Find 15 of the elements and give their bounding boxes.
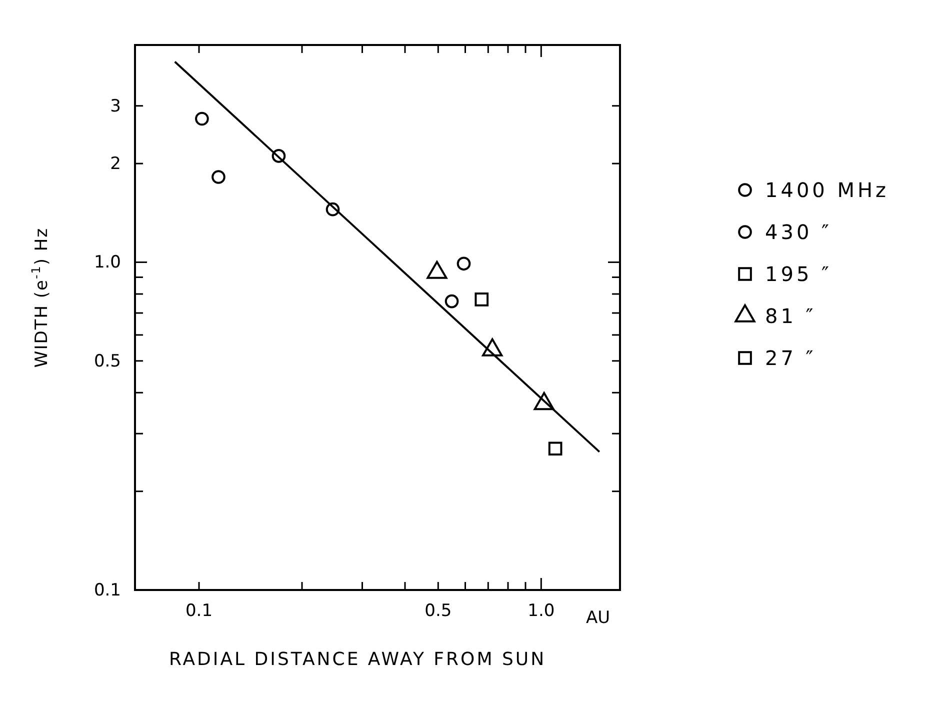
legend-label: 1400 MHz [765, 178, 890, 202]
x-tick-label: 0.1 [185, 601, 213, 622]
y-tick-label: 3 [110, 96, 121, 116]
legend-label: 430 ″ [765, 220, 832, 244]
y-tick-label: 0.5 [94, 351, 121, 372]
y-tick-label: 1.0 [94, 252, 121, 273]
legend-label: 27 ″ [765, 346, 816, 370]
y-tick-label: 2 [110, 154, 121, 174]
y-tick-label: 0.1 [94, 580, 121, 600]
x-axis-title: RADIAL DISTANCE AWAY FROM SUN [168, 649, 546, 670]
legend-label: 81 ″ [765, 304, 816, 328]
legend-label: 195 ″ [765, 262, 832, 286]
x-tick-label: 1.0 [528, 601, 555, 622]
x-tick-label: 0.5 [424, 601, 452, 622]
text: AU [586, 608, 610, 628]
